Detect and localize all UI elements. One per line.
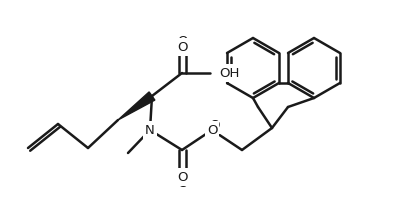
Text: O: O bbox=[209, 119, 219, 132]
Text: OH: OH bbox=[219, 66, 239, 79]
Text: O: O bbox=[177, 176, 187, 189]
Text: OH: OH bbox=[218, 66, 238, 79]
Text: N: N bbox=[145, 123, 155, 136]
Text: O: O bbox=[177, 170, 187, 183]
Text: O: O bbox=[177, 35, 187, 48]
Text: O: O bbox=[207, 123, 217, 136]
Text: O: O bbox=[177, 40, 187, 53]
Polygon shape bbox=[118, 92, 155, 120]
Text: N: N bbox=[145, 125, 155, 139]
